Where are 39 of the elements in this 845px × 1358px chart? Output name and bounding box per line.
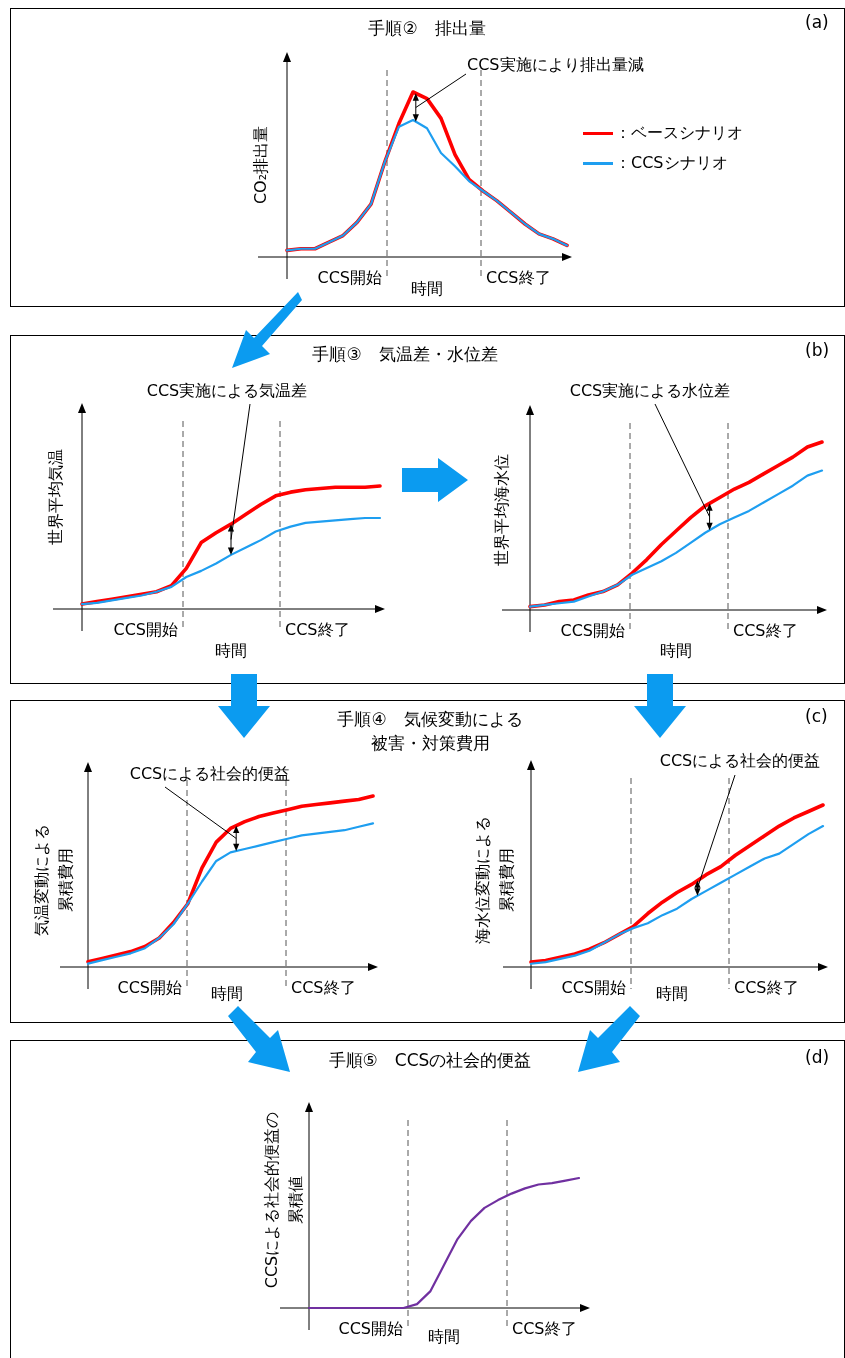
text: CCSによる社会的便益 (659, 751, 821, 771)
y-axis-title: CO₂排出量 (251, 125, 271, 205)
text: CCS開始 (317, 268, 382, 288)
text: CCS開始 (560, 621, 625, 641)
x-axis-title: 時間 (411, 279, 443, 299)
y-axis-title: 気温変動による累積費用 (32, 824, 76, 936)
text: CCS開始 (117, 978, 182, 998)
y-axis-title: 世界平均気温 (46, 449, 66, 545)
text: CCS実施により排出量減 (467, 55, 644, 75)
x-axis-title: 時間 (656, 984, 688, 1004)
chart-title: 手順⑤ CCSの社会的便益 (328, 1049, 532, 1072)
y-axis-title: 海水位変動による累積費用 (473, 816, 517, 944)
text: CCS終了 (285, 620, 350, 640)
text: (b) (805, 340, 830, 360)
text: CCS実施による気温差 (146, 381, 308, 401)
text: CCS終了 (512, 1319, 577, 1339)
text: (a) (805, 12, 829, 32)
x-axis-title: 時間 (428, 1327, 460, 1347)
text: CCS実施による水位差 (569, 381, 731, 401)
legend-label: ：CCSシナリオ (615, 153, 728, 172)
legend-label: ：ベースシナリオ (615, 123, 743, 142)
chart-title: 手順③ 気温差・水位差 (312, 343, 498, 366)
text: (d) (805, 1047, 830, 1067)
chart-title: 手順② 排出量 (368, 17, 486, 40)
text: 手順④ 気候変動による被害・対策費用 (336, 708, 524, 755)
text: CCS終了 (486, 268, 551, 288)
text: CCS終了 (291, 978, 356, 998)
x-axis-title: 時間 (215, 641, 247, 661)
text: CCS開始 (113, 620, 178, 640)
text: (c) (805, 706, 828, 726)
text: CCS終了 (733, 621, 798, 641)
text: CCS開始 (561, 978, 626, 998)
text: CCS終了 (734, 978, 799, 998)
text: CCS開始 (338, 1319, 403, 1339)
y-axis-title: CCSによる社会的便益の累積値 (262, 1111, 306, 1289)
x-axis-title: 時間 (211, 984, 243, 1004)
x-axis-title: 時間 (660, 641, 692, 661)
text: CCSによる社会的便益 (129, 764, 291, 784)
y-axis-title: 世界平均海水位 (492, 454, 512, 566)
